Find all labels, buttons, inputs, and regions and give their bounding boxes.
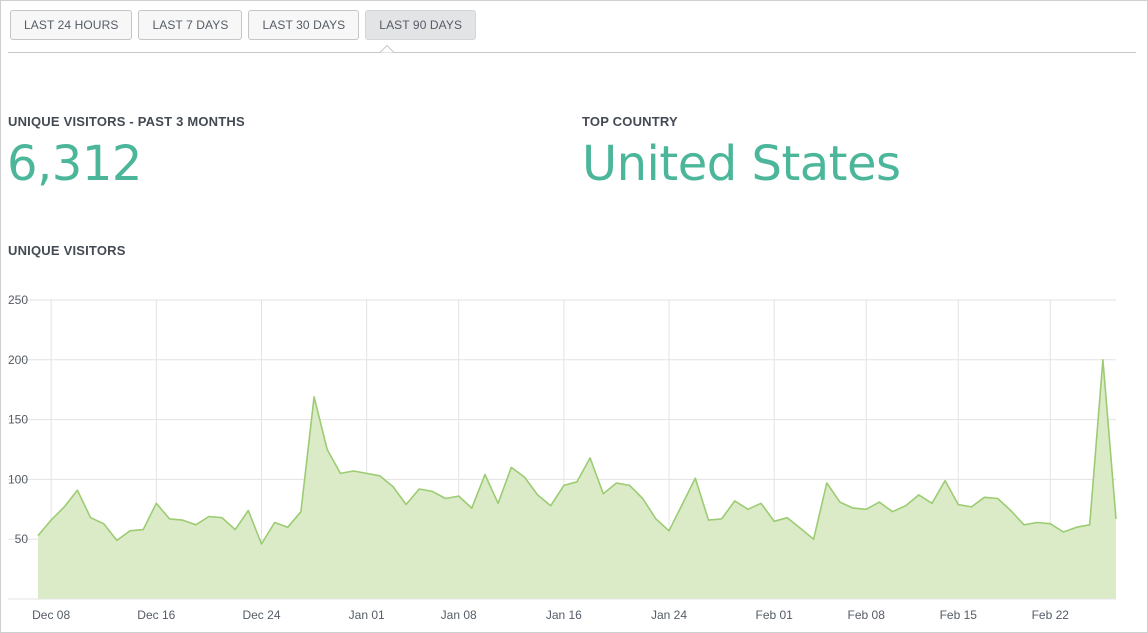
x-tick-label: Feb 22 xyxy=(1032,608,1070,622)
x-tick-label: Jan 08 xyxy=(441,608,477,622)
y-tick-label: 200 xyxy=(8,353,28,367)
top-country-label: TOP COUNTRY xyxy=(582,114,678,129)
x-tick-label: Dec 08 xyxy=(32,608,70,622)
visitors-area xyxy=(38,359,1116,599)
x-tick-label: Dec 16 xyxy=(137,608,175,622)
y-tick-label: 50 xyxy=(15,532,29,546)
time-range-tabs: LAST 24 HOURS LAST 7 DAYS LAST 30 DAYS L… xyxy=(10,10,477,40)
x-tick-label: Feb 01 xyxy=(756,608,794,622)
unique-visitors-value: 6,312 xyxy=(7,136,142,192)
tab-last-30-days[interactable]: LAST 30 DAYS xyxy=(248,10,360,40)
y-tick-label: 250 xyxy=(8,293,28,307)
tab-last-24-hours[interactable]: LAST 24 HOURS xyxy=(10,10,133,40)
tab-last-7-days[interactable]: LAST 7 DAYS xyxy=(138,10,243,40)
x-tick-label: Feb 15 xyxy=(940,608,978,622)
y-tick-label: 100 xyxy=(8,472,28,486)
top-country-value: United States xyxy=(582,136,901,192)
active-tab-pointer xyxy=(380,44,394,53)
tab-last-90-days[interactable]: LAST 90 DAYS xyxy=(365,10,477,40)
x-tick-label: Jan 01 xyxy=(349,608,385,622)
x-tick-label: Feb 08 xyxy=(848,608,886,622)
visitors-line xyxy=(37,358,1117,545)
tabs-divider xyxy=(8,52,1136,53)
x-tick-label: Jan 24 xyxy=(651,608,687,622)
x-tick-label: Dec 24 xyxy=(242,608,280,622)
x-tick-label: Jan 16 xyxy=(546,608,582,622)
unique-visitors-label: UNIQUE VISITORS - PAST 3 MONTHS xyxy=(8,114,245,129)
chart-title: UNIQUE VISITORS xyxy=(8,243,126,258)
y-tick-label: 150 xyxy=(8,413,28,427)
